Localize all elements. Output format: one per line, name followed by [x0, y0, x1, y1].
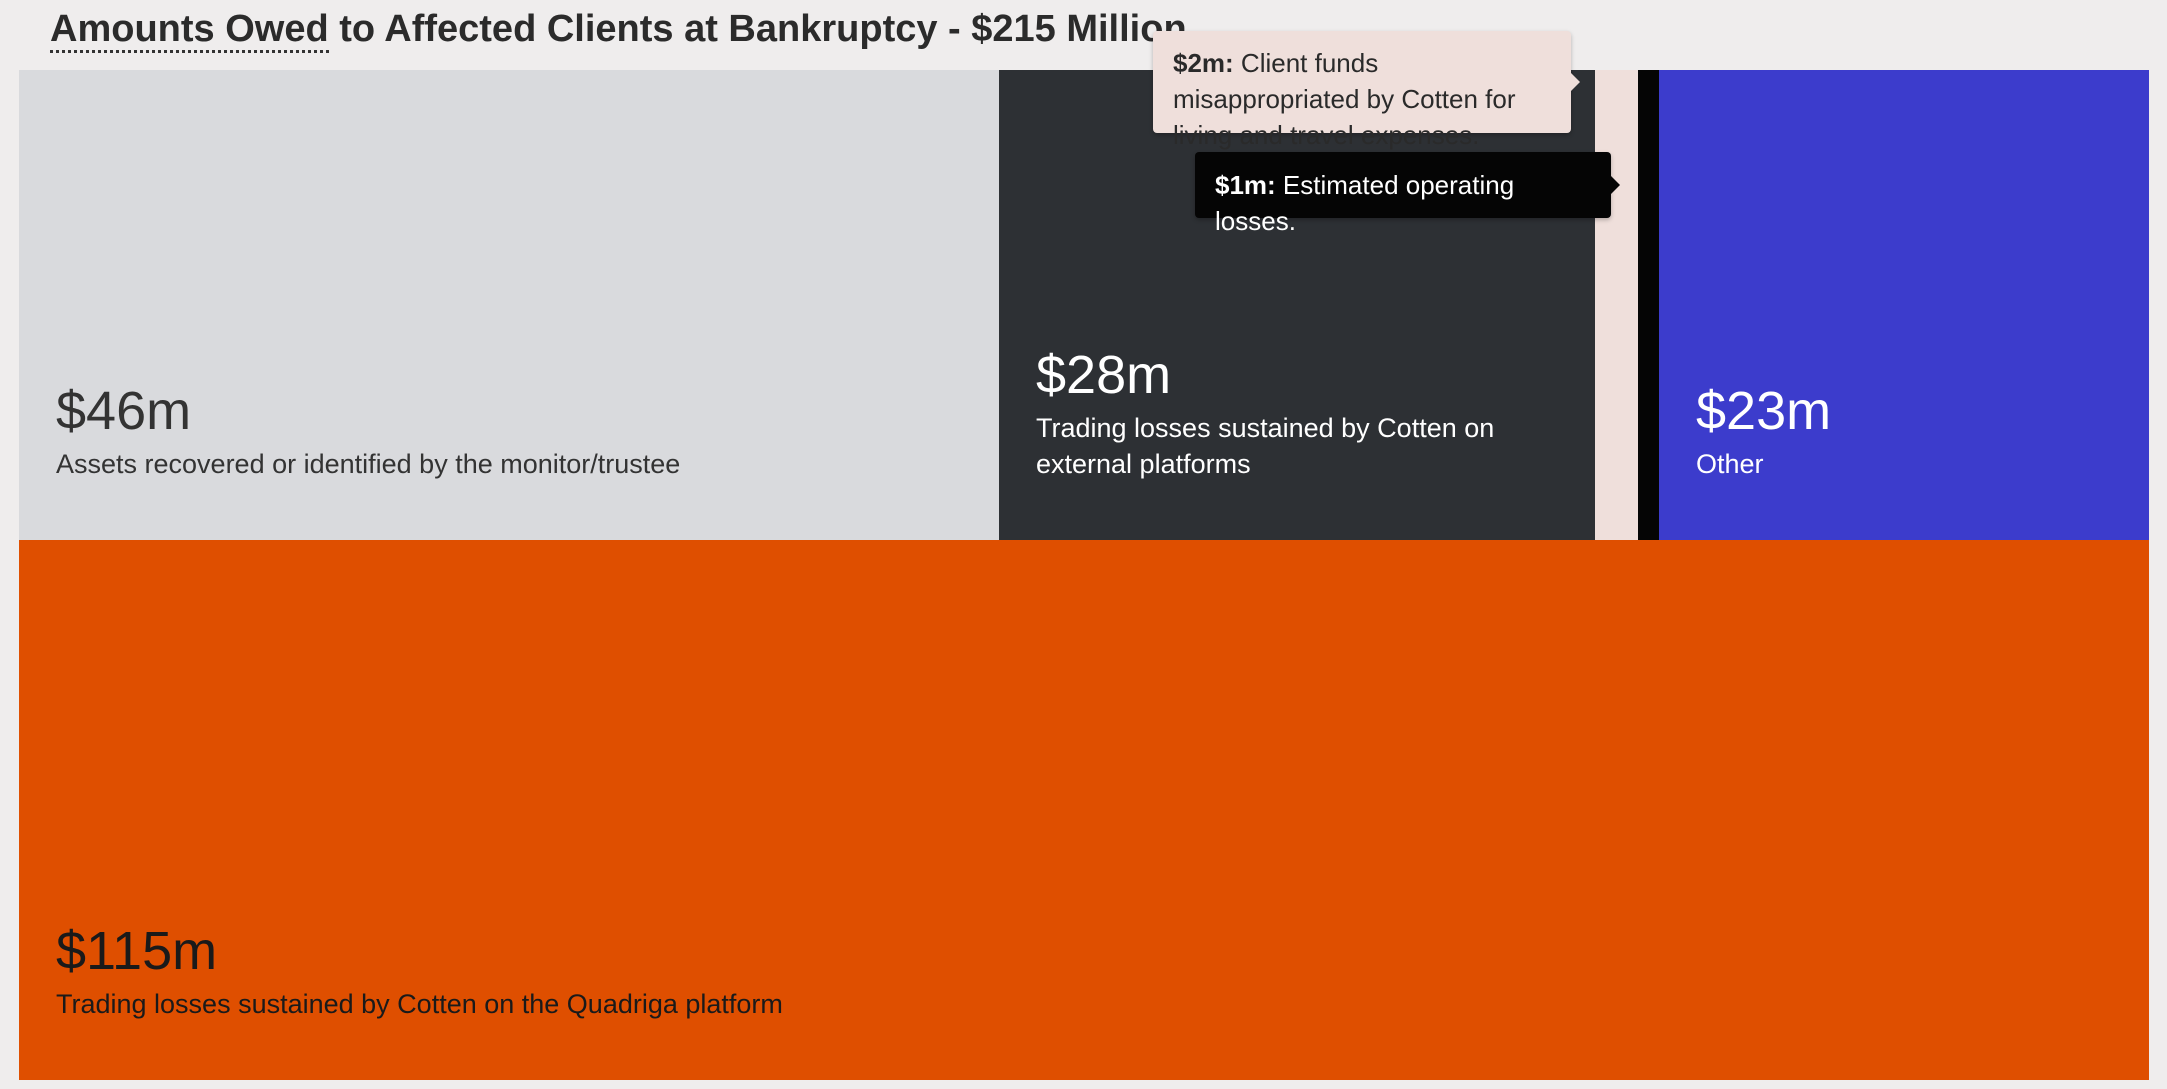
cell-category-label: Assets recovered or identified by the mo…	[56, 449, 681, 479]
treemap-chart: $46m Assets recovered or identified by th…	[19, 70, 2149, 1080]
tooltip-value: $2m:	[1173, 48, 1234, 78]
tooltip-text: Client funds misappropriated by Cotten f…	[1173, 48, 1516, 150]
title-text: to Affected Clients at Bankruptcy - $215…	[328, 8, 1187, 50]
cell-text-group: $115m Trading losses sustained by Cotten …	[56, 924, 2119, 1022]
cell-value-label: $46m	[56, 381, 192, 441]
tooltip-operating-losses: $1m: Estimated operating losses.	[1195, 152, 1620, 236]
treemap-cell-misappropriated-funds[interactable]	[1595, 70, 1638, 540]
cell-value-label: $115m	[56, 921, 218, 981]
treemap-cell-external-trading-losses[interactable]: $28m Trading losses sustained by Cotten o…	[999, 70, 1595, 540]
cell-value-label: $23m	[1696, 381, 1832, 441]
title-term-tooltip-trigger[interactable]: Amounts Owed	[50, 8, 329, 53]
tooltip-text: Estimated operating losses.	[1215, 170, 1515, 236]
cell-value-label: $28m	[1036, 345, 1172, 405]
cell-text-group: $23m Other	[1696, 384, 2119, 482]
tooltip-misappropriated-funds: $2m: Client funds misappropriated by Cot…	[1153, 31, 1580, 150]
treemap-cell-other[interactable]: $23m Other	[1659, 70, 2149, 540]
cell-text-group: $28m Trading losses sustained by Cotten o…	[1036, 348, 1565, 482]
chart-title: Amounts Owed to Affected Clients at Bank…	[50, 8, 1187, 53]
treemap-cell-operating-losses[interactable]	[1638, 70, 1659, 540]
treemap-cell-quadriga-trading-losses[interactable]: $115m Trading losses sustained by Cotten …	[19, 540, 2149, 1080]
cell-category-label: Trading losses sustained by Cotten on th…	[56, 989, 783, 1019]
cell-text-group: $46m Assets recovered or identified by th…	[56, 384, 969, 482]
treemap-cell-assets-recovered[interactable]: $46m Assets recovered or identified by th…	[19, 70, 999, 540]
cell-category-label: Other	[1696, 449, 1764, 479]
cell-category-label: Trading losses sustained by Cotten on ex…	[1036, 413, 1495, 479]
tooltip-value: $1m:	[1215, 170, 1276, 200]
